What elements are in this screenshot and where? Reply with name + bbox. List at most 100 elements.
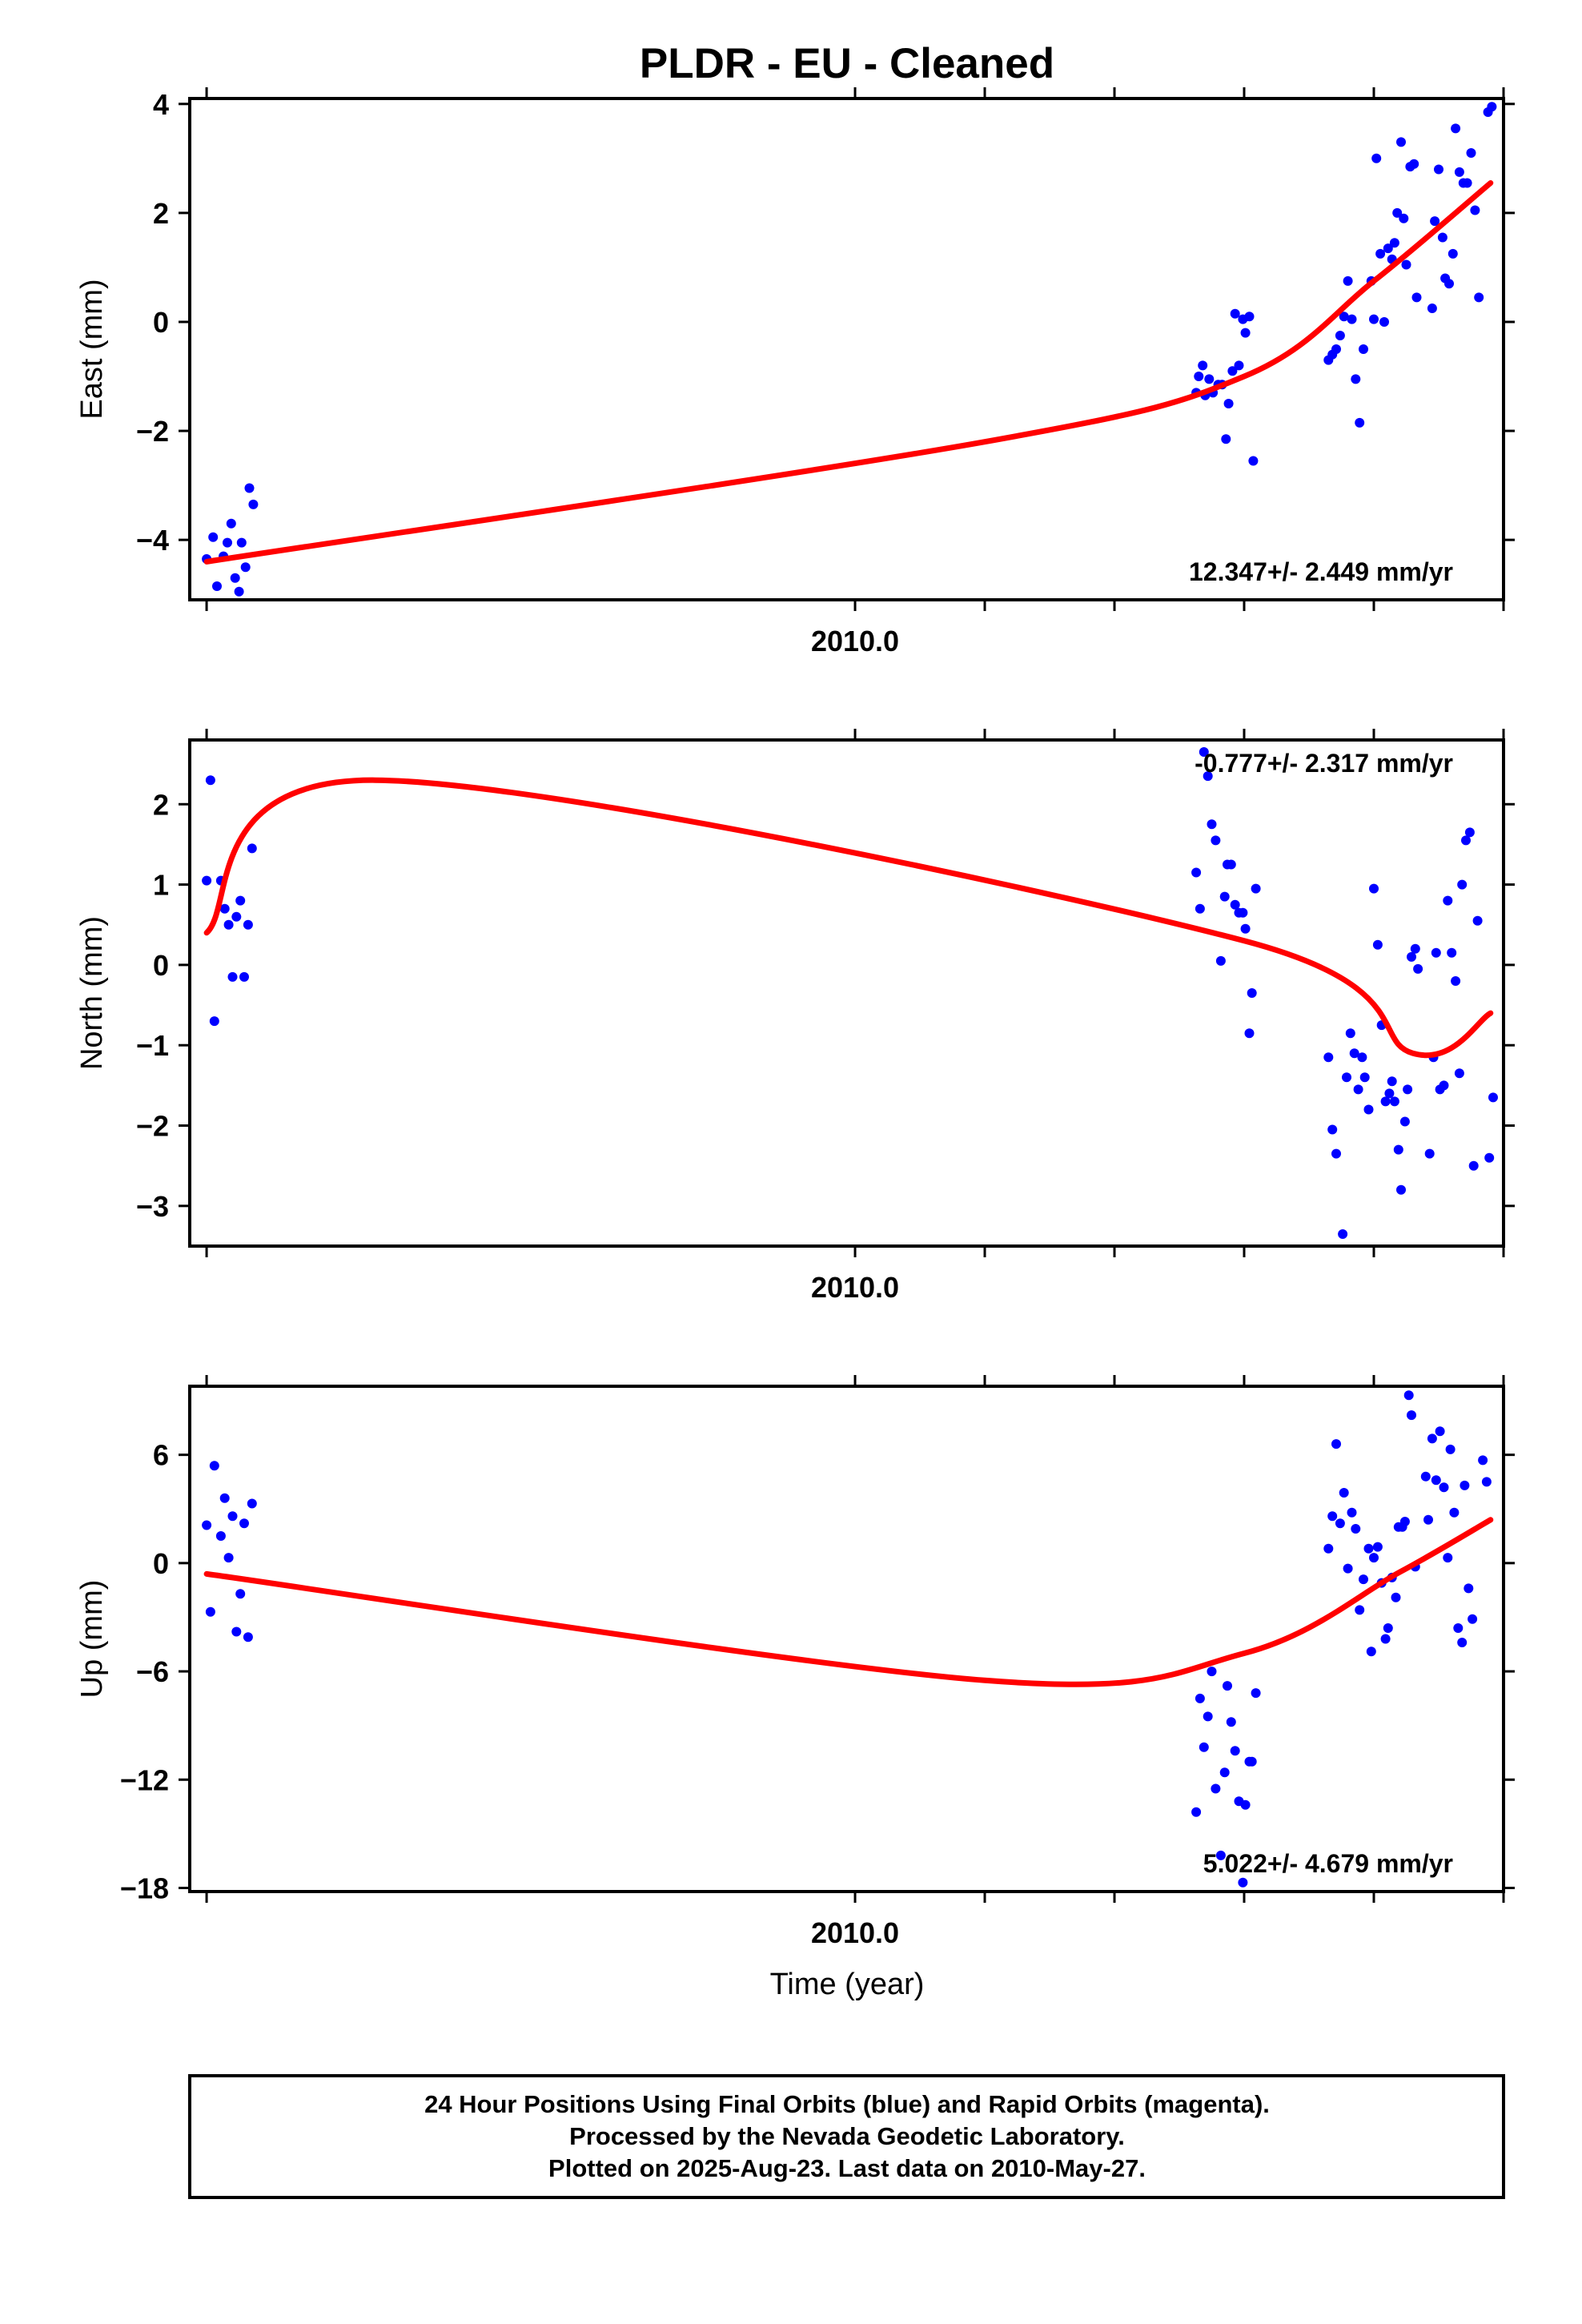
data-point <box>243 919 253 930</box>
rate-label: -0.777+/- 2.317 mm/yr <box>1195 749 1453 778</box>
data-point <box>1363 1104 1374 1115</box>
y-tick-label: −4 <box>136 524 169 557</box>
data-point <box>1226 859 1236 870</box>
plot-frame <box>188 738 1505 1248</box>
data-point <box>1389 238 1399 248</box>
data-point <box>1380 1096 1391 1107</box>
data-point <box>230 573 240 583</box>
y-axis-label: East (mm) <box>75 279 109 419</box>
data-point <box>1407 1410 1416 1421</box>
data-point <box>1431 1475 1441 1486</box>
data-points <box>202 1390 1492 1888</box>
y-tick-label: 0 <box>153 1547 169 1580</box>
data-point <box>1343 275 1353 286</box>
data-point <box>1248 456 1259 466</box>
data-point <box>1238 1877 1248 1888</box>
fit-curve <box>203 1517 1494 1687</box>
data-point <box>209 1016 219 1027</box>
data-point <box>1351 1524 1361 1534</box>
fit-curve <box>203 180 1494 565</box>
data-point <box>1343 1563 1353 1574</box>
y-tick-label: −6 <box>136 1655 169 1688</box>
data-point <box>1488 1092 1498 1103</box>
data-point <box>1234 360 1244 371</box>
data-point <box>1457 1638 1468 1647</box>
data-point <box>1387 1076 1397 1087</box>
y-tick-label: −2 <box>136 1110 169 1143</box>
data-point <box>1399 1116 1410 1127</box>
data-point <box>1327 1511 1338 1522</box>
data-point <box>1230 899 1240 910</box>
data-point <box>1199 1742 1209 1752</box>
y-tick-label: 2 <box>153 197 169 230</box>
data-point <box>1464 827 1475 838</box>
rate-label: 5.022+/- 4.679 mm/yr <box>1203 1849 1453 1878</box>
data-point <box>219 1493 230 1503</box>
data-point <box>1474 292 1484 303</box>
data-point <box>1481 1477 1492 1487</box>
data-point <box>1240 923 1251 934</box>
data-point <box>1487 102 1497 112</box>
data-point <box>1230 308 1240 319</box>
fit-curve <box>203 777 1494 1059</box>
data-point <box>219 903 230 914</box>
y-tick-label: −3 <box>136 1190 169 1223</box>
data-point <box>223 1553 234 1563</box>
data-point <box>1345 1028 1355 1039</box>
data-point <box>1434 164 1443 175</box>
data-point <box>1327 1124 1338 1135</box>
y-tick-label: −2 <box>136 415 169 448</box>
data-point <box>1357 1052 1367 1063</box>
data-point <box>1447 248 1458 259</box>
data-point <box>247 1498 257 1509</box>
east-panel: 2010.0 4 2 0 −2 −4 East (mm) 12.347+/- 2.449 mm… <box>75 87 1515 657</box>
data-point <box>231 911 242 922</box>
data-point <box>1366 1647 1376 1657</box>
rate-label: 12.347+/- 2.449 mm/yr <box>1189 557 1453 586</box>
y-axis-label: Up (mm) <box>75 1580 109 1699</box>
y-tick-label: 0 <box>153 306 169 339</box>
y-tick-label: −12 <box>120 1763 169 1796</box>
data-point <box>1339 312 1349 322</box>
x-tick-label: 2010.0 <box>811 1916 899 1949</box>
data-point <box>1347 314 1357 324</box>
x-axis-label: Time (year) <box>770 1968 925 2001</box>
data-point <box>1372 1542 1383 1552</box>
data-point <box>223 537 232 548</box>
data-point <box>1392 207 1403 218</box>
data-point <box>1238 907 1248 918</box>
data-point <box>1439 1080 1449 1091</box>
data-point <box>1430 216 1440 227</box>
data-point <box>239 1518 249 1529</box>
data-point <box>1449 1507 1460 1518</box>
data-point <box>1401 259 1411 270</box>
data-point <box>1389 1096 1399 1107</box>
data-point <box>1223 399 1234 408</box>
data-point <box>1384 1088 1395 1099</box>
data-point <box>1484 1152 1495 1163</box>
data-point <box>1331 1148 1341 1159</box>
data-point <box>227 1511 238 1522</box>
data-point <box>1240 1799 1251 1810</box>
data-point <box>1198 360 1208 371</box>
data-point <box>1393 1144 1403 1155</box>
y-axis-label: North (mm) <box>75 916 109 1070</box>
data-point <box>1359 344 1368 354</box>
data-point <box>1359 1574 1368 1585</box>
footer-line-1: 24 Hour Positions Using Final Orbits (bl… <box>424 2090 1270 2118</box>
data-point <box>215 1531 226 1541</box>
north-panel: 2010.0 2 1 0 −1 −2 −3 North (mm) -0.777+/- 2.317… <box>75 729 1515 1304</box>
data-point <box>1383 243 1393 254</box>
data-point <box>1454 167 1464 177</box>
data-point <box>1460 1480 1470 1490</box>
data-point <box>1399 1517 1410 1526</box>
data-point <box>1379 317 1389 327</box>
data-point <box>1347 1507 1357 1518</box>
data-point <box>1226 1717 1236 1727</box>
y-tick-label: 4 <box>153 88 169 121</box>
data-point <box>1461 835 1471 846</box>
data-point <box>1375 248 1386 259</box>
data-point <box>1451 123 1461 134</box>
data-point <box>1323 1543 1334 1554</box>
